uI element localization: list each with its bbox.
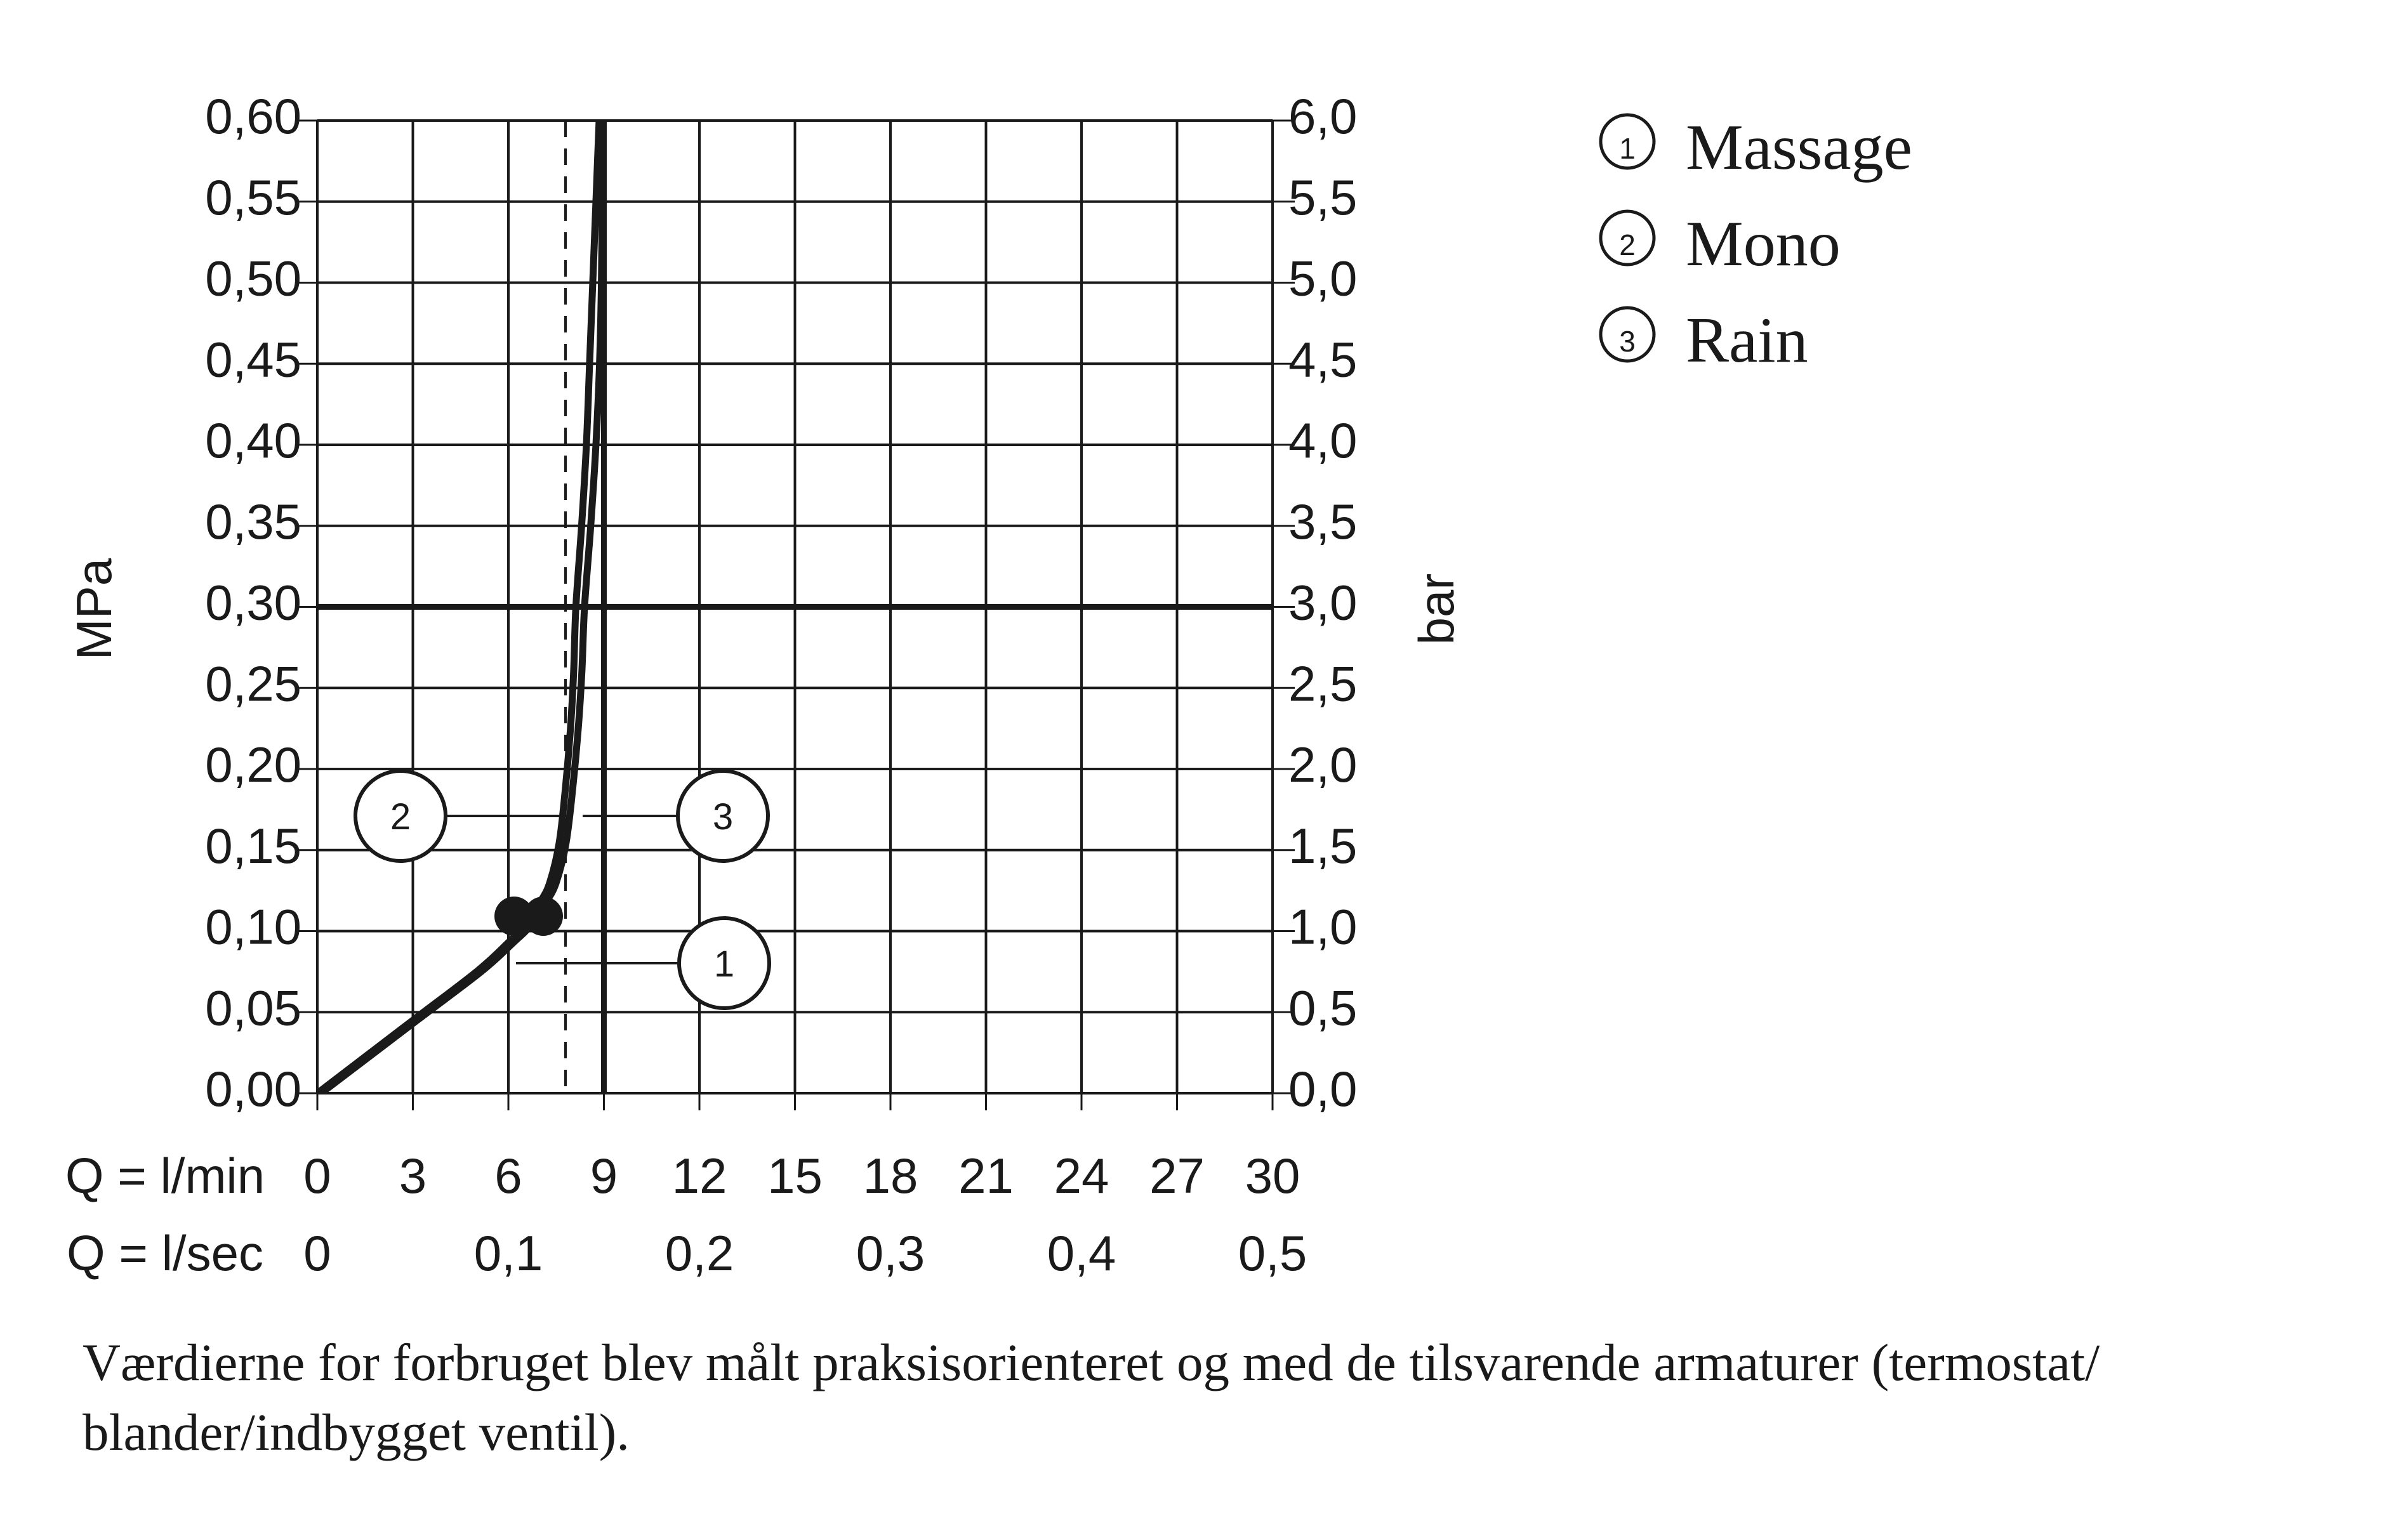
svg-text:27: 27 <box>1149 1148 1205 1204</box>
svg-text:0,10: 0,10 <box>205 899 301 955</box>
svg-text:Q = l/sec: Q = l/sec <box>67 1225 263 1281</box>
svg-text:1,5: 1,5 <box>1288 818 1357 874</box>
svg-text:0,2: 0,2 <box>665 1225 734 1281</box>
svg-text:0,4: 0,4 <box>1047 1225 1116 1281</box>
svg-text:1: 1 <box>714 943 734 985</box>
svg-text:0,3: 0,3 <box>856 1225 925 1281</box>
svg-text:blander/indbygget ventil).: blander/indbygget ventil). <box>83 1403 630 1461</box>
svg-text:15: 15 <box>767 1148 823 1204</box>
svg-text:0,0: 0,0 <box>1288 1061 1357 1117</box>
svg-text:MPa: MPa <box>66 558 122 660</box>
svg-text:6: 6 <box>494 1148 522 1204</box>
svg-text:24: 24 <box>1054 1148 1109 1204</box>
svg-text:0: 0 <box>303 1225 331 1281</box>
svg-text:3,0: 3,0 <box>1288 575 1357 631</box>
svg-text:0,05: 0,05 <box>205 980 301 1035</box>
svg-text:6,0: 6,0 <box>1288 88 1357 144</box>
svg-text:0,45: 0,45 <box>205 331 301 387</box>
svg-text:12: 12 <box>672 1148 727 1204</box>
svg-text:0,30: 0,30 <box>205 575 301 631</box>
svg-text:21: 21 <box>958 1148 1014 1204</box>
svg-text:2,0: 2,0 <box>1288 737 1357 792</box>
svg-text:0,00: 0,00 <box>205 1061 301 1117</box>
svg-text:Værdierne for forbruget blev m: Værdierne for forbruget blev målt praksi… <box>83 1333 2100 1391</box>
svg-text:0,55: 0,55 <box>205 169 301 225</box>
svg-text:Mono: Mono <box>1686 208 1841 280</box>
svg-text:Massage: Massage <box>1686 112 1912 183</box>
svg-text:Q = l/min: Q = l/min <box>65 1148 265 1204</box>
svg-text:0,35: 0,35 <box>205 494 301 549</box>
svg-text:30: 30 <box>1245 1148 1300 1204</box>
svg-text:0,50: 0,50 <box>205 251 301 306</box>
svg-text:2,5: 2,5 <box>1288 655 1357 711</box>
svg-text:0,5: 0,5 <box>1288 980 1357 1035</box>
svg-text:3: 3 <box>1619 325 1636 358</box>
svg-text:5,0: 5,0 <box>1288 251 1357 306</box>
svg-text:0,5: 0,5 <box>1238 1225 1307 1281</box>
svg-text:Rain: Rain <box>1686 305 1808 376</box>
svg-text:0,1: 0,1 <box>474 1225 543 1281</box>
svg-text:0,60: 0,60 <box>205 88 301 144</box>
svg-text:9: 9 <box>590 1148 618 1204</box>
svg-text:4,0: 4,0 <box>1288 412 1357 468</box>
svg-text:3: 3 <box>399 1148 427 1204</box>
svg-text:1,0: 1,0 <box>1288 899 1357 955</box>
svg-text:0: 0 <box>303 1148 331 1204</box>
svg-text:5,5: 5,5 <box>1288 169 1357 225</box>
svg-text:1: 1 <box>1619 132 1636 165</box>
svg-text:2: 2 <box>390 796 411 838</box>
svg-text:18: 18 <box>863 1148 918 1204</box>
svg-text:0,25: 0,25 <box>205 655 301 711</box>
svg-text:0,15: 0,15 <box>205 818 301 874</box>
svg-text:3: 3 <box>713 796 733 838</box>
svg-text:0,20: 0,20 <box>205 737 301 792</box>
svg-text:bar: bar <box>1408 574 1464 645</box>
svg-text:0,40: 0,40 <box>205 412 301 468</box>
svg-text:3,5: 3,5 <box>1288 494 1357 549</box>
svg-text:2: 2 <box>1619 228 1636 261</box>
svg-text:4,5: 4,5 <box>1288 331 1357 387</box>
